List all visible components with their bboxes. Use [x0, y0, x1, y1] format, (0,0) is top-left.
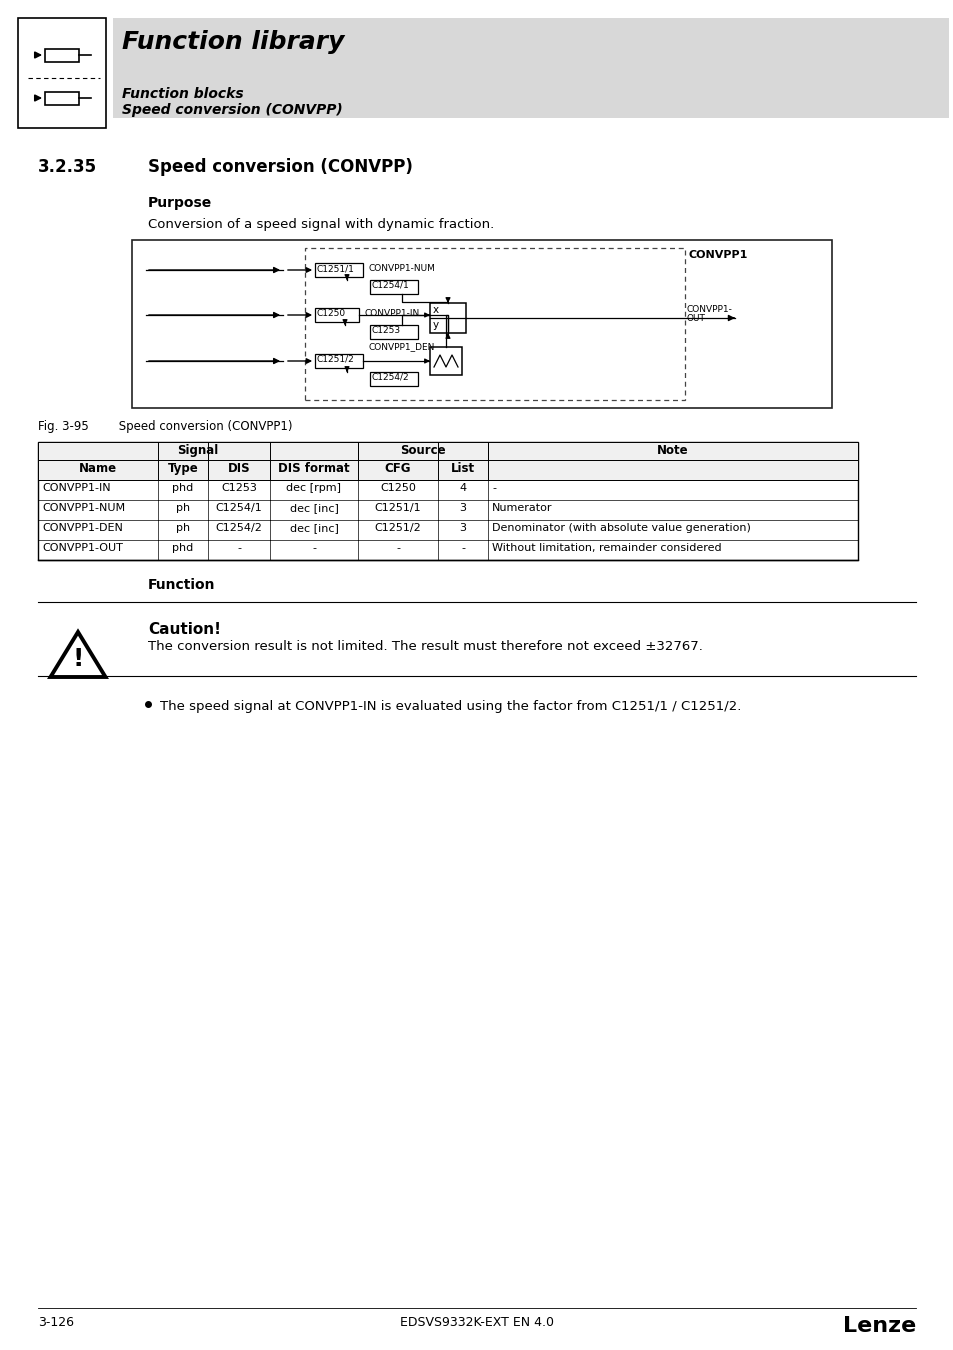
Bar	[314, 354, 363, 369]
Text: Speed conversion (CONVPP): Speed conversion (CONVPP)	[148, 158, 413, 176]
Bar	[314, 263, 363, 277]
Text: CONVPP1: CONVPP1	[688, 250, 747, 261]
Text: Caution!: Caution!	[148, 622, 221, 637]
Text: CONVPP1-OUT: CONVPP1-OUT	[42, 543, 123, 554]
Text: DIS: DIS	[228, 462, 250, 475]
Text: CONVPP1-: CONVPP1-	[686, 305, 732, 315]
Bar	[132, 240, 831, 408]
Text: C1250: C1250	[316, 309, 346, 319]
Text: DIS format: DIS format	[278, 462, 350, 475]
Text: dec [inc]: dec [inc]	[290, 522, 338, 533]
Text: Signal: Signal	[177, 444, 218, 458]
Text: 3.2.35: 3.2.35	[38, 158, 97, 176]
Bar	[430, 347, 461, 375]
Bar	[370, 373, 417, 386]
Text: The conversion result is not limited. The result must therefore not exceed ±3276: The conversion result is not limited. Th…	[148, 640, 702, 653]
Text: Purpose: Purpose	[148, 196, 212, 211]
Text: 3: 3	[459, 522, 466, 533]
Text: ph: ph	[175, 504, 190, 513]
Text: -: -	[312, 543, 315, 554]
Text: C1254/1: C1254/1	[215, 504, 262, 513]
Bar	[38, 441, 857, 460]
Text: Speed conversion (CONVPP): Speed conversion (CONVPP)	[122, 103, 342, 117]
Text: Without limitation, remainder considered: Without limitation, remainder considered	[492, 543, 720, 554]
Text: CONVPP1-DEN: CONVPP1-DEN	[42, 522, 123, 533]
Text: Note: Note	[657, 444, 688, 458]
Text: Source: Source	[399, 444, 445, 458]
Text: 4: 4	[459, 483, 466, 493]
Bar	[430, 302, 465, 333]
Text: C1253: C1253	[221, 483, 256, 493]
Text: C1251/2: C1251/2	[375, 522, 421, 533]
Text: C1250: C1250	[379, 483, 416, 493]
Bar	[45, 92, 79, 105]
Text: Lenze: Lenze	[841, 1316, 915, 1336]
Polygon shape	[51, 632, 106, 676]
Text: C1251/2: C1251/2	[316, 355, 355, 364]
Bar	[305, 248, 684, 400]
Text: The speed signal at CONVPP1-IN is evaluated using the factor from C1251/1 / C125: The speed signal at CONVPP1-IN is evalua…	[160, 701, 740, 713]
Text: CONVPP1-NUM: CONVPP1-NUM	[42, 504, 125, 513]
Text: List: List	[451, 462, 475, 475]
Text: C1253: C1253	[372, 325, 400, 335]
Bar	[45, 49, 79, 62]
Text: CONVPP1-NUM: CONVPP1-NUM	[369, 265, 436, 273]
Text: dec [inc]: dec [inc]	[290, 504, 338, 513]
Text: C1254/2: C1254/2	[372, 373, 409, 382]
Text: CFG: CFG	[384, 462, 411, 475]
Text: y: y	[433, 320, 438, 329]
Bar	[112, 18, 948, 117]
Text: phd: phd	[172, 543, 193, 554]
Text: ph: ph	[175, 522, 190, 533]
Text: -: -	[460, 543, 464, 554]
Text: Denominator (with absolute value generation): Denominator (with absolute value generat…	[492, 522, 750, 533]
Bar	[370, 279, 417, 294]
Text: dec [rpm]: dec [rpm]	[286, 483, 341, 493]
Text: C1254/1: C1254/1	[372, 281, 410, 290]
Text: OUT: OUT	[686, 315, 705, 323]
Text: Fig. 3-95        Speed conversion (CONVPP1): Fig. 3-95 Speed conversion (CONVPP1)	[38, 420, 293, 433]
Text: CONVPP1-IN: CONVPP1-IN	[42, 483, 111, 493]
Text: 3: 3	[459, 504, 466, 513]
Text: -: -	[236, 543, 241, 554]
Bar	[314, 308, 358, 323]
Text: EDSVS9332K-EXT EN 4.0: EDSVS9332K-EXT EN 4.0	[399, 1316, 554, 1328]
Text: Function blocks: Function blocks	[122, 86, 243, 101]
Text: Function library: Function library	[122, 30, 344, 54]
Text: C1251/1: C1251/1	[375, 504, 421, 513]
Text: CONVPP1_DEN: CONVPP1_DEN	[369, 342, 435, 351]
Text: Type: Type	[168, 462, 198, 475]
Text: Function: Function	[148, 578, 215, 593]
Text: Conversion of a speed signal with dynamic fraction.: Conversion of a speed signal with dynami…	[148, 217, 494, 231]
Text: !: !	[72, 648, 84, 671]
Text: C1254/2: C1254/2	[215, 522, 262, 533]
Text: CONVPP1-IN: CONVPP1-IN	[365, 309, 420, 319]
Text: phd: phd	[172, 483, 193, 493]
Text: -: -	[395, 543, 399, 554]
Bar	[18, 18, 106, 128]
Text: C1251/1: C1251/1	[316, 265, 355, 273]
Text: 3-126: 3-126	[38, 1316, 74, 1328]
Text: x: x	[433, 305, 438, 315]
Bar	[38, 441, 857, 560]
Text: Numerator: Numerator	[492, 504, 552, 513]
Bar	[38, 460, 857, 481]
Bar	[370, 325, 417, 339]
Text: -: -	[492, 483, 496, 493]
Text: Name: Name	[79, 462, 117, 475]
